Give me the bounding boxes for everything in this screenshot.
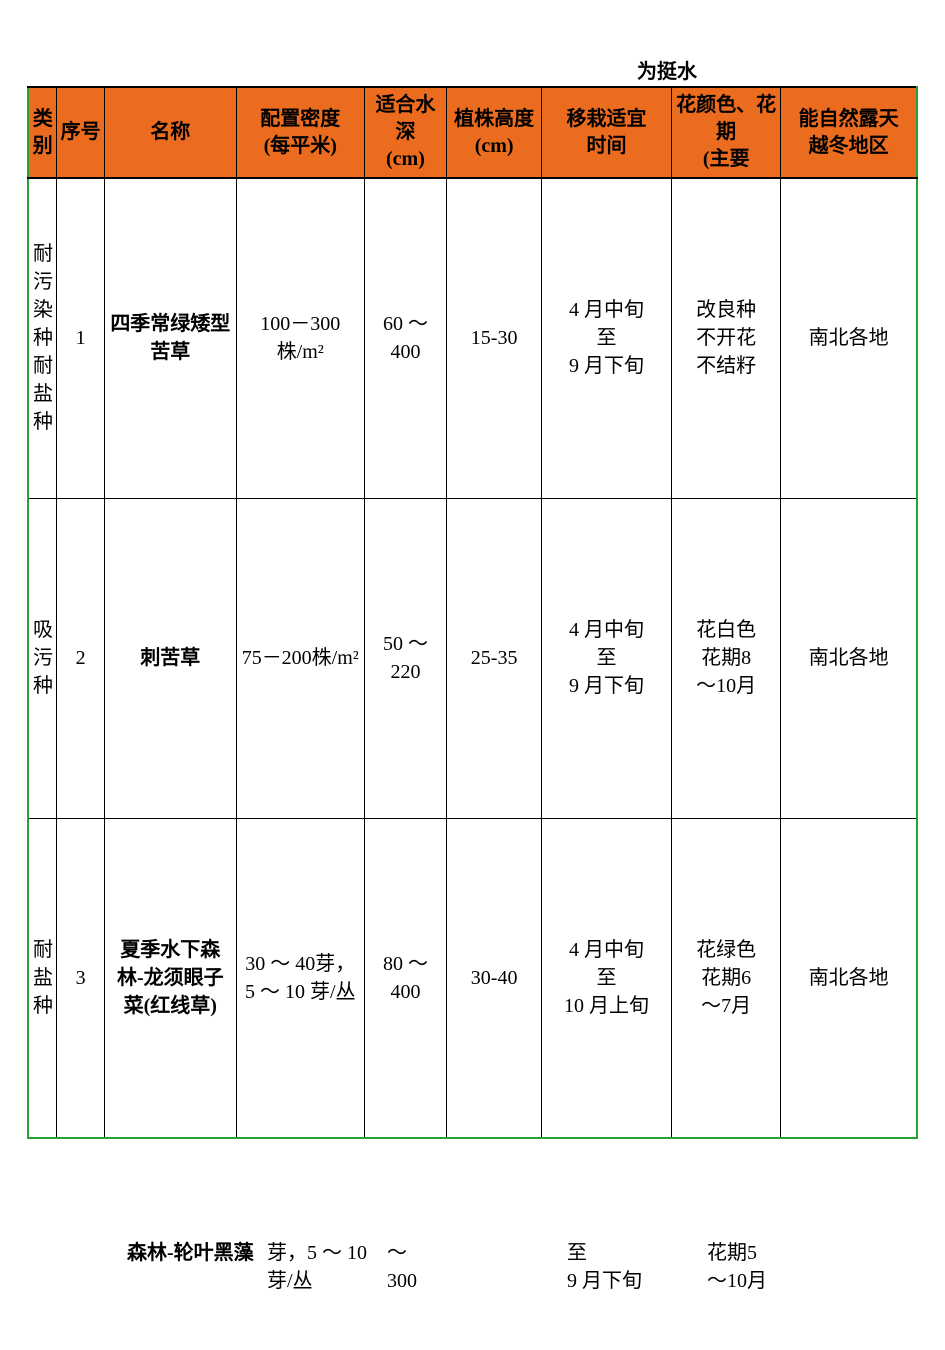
cell-cat: 耐污染种 耐盐种 xyxy=(28,178,57,498)
th-cat: 类别 xyxy=(28,87,57,178)
cell-idx: 3 xyxy=(57,818,104,1138)
cell-dens: 100－300株/m² xyxy=(236,178,364,498)
cell-height: 30-40 xyxy=(447,818,542,1138)
cell-dens: 75－200株/m² xyxy=(236,498,364,818)
th-depth: 适合水深(cm) xyxy=(364,87,447,178)
cell-region: 南北各地 xyxy=(781,498,917,818)
cell-cat: 耐盐种 xyxy=(28,818,57,1138)
table-row: 耐污染种 耐盐种 1 四季常绿矮型苦草 100－300株/m² 60 ～ 400… xyxy=(28,178,917,498)
header-row: 类别 序号 名称 配置密度(每平米) 适合水深(cm) 植株高度(cm) 移栽适… xyxy=(28,87,917,178)
th-dens: 配置密度(每平米) xyxy=(236,87,364,178)
table-row: 耐盐种 3 夏季水下森林-龙须眼子菜(红线草) 30 ～ 40芽，5 ～ 10 … xyxy=(28,818,917,1138)
header-overflow-note: 为挺水 xyxy=(27,55,918,84)
cell-time: 4 月中旬至10 月上旬 xyxy=(542,818,672,1138)
th-region: 能自然露天越冬地区 xyxy=(781,87,917,178)
footer-name: 森林-轮叶黑藻 xyxy=(127,1239,267,1295)
cell-time: 4 月中旬至9 月下旬 xyxy=(542,178,672,498)
footer-flower: 花期5～10月 xyxy=(707,1239,807,1295)
cell-idx: 1 xyxy=(57,178,104,498)
cell-flower: 花绿色花期6～7月 xyxy=(672,818,781,1138)
cell-name: 夏季水下森林-龙须眼子菜(红线草) xyxy=(104,818,236,1138)
cell-name: 四季常绿矮型苦草 xyxy=(104,178,236,498)
cell-height: 15-30 xyxy=(447,178,542,498)
cell-depth: 50 ～ 220 xyxy=(364,498,447,818)
footer-density: 芽，5 ～ 10 芽/丛 xyxy=(267,1239,387,1295)
th-height: 植株高度(cm) xyxy=(447,87,542,178)
cell-time: 4 月中旬至9 月下旬 xyxy=(542,498,672,818)
footer-time: 至9 月下旬 xyxy=(567,1239,707,1295)
footer-gap xyxy=(467,1239,567,1295)
cell-region: 南北各地 xyxy=(781,178,917,498)
cell-dens: 30 ～ 40芽，5 ～ 10 芽/丛 xyxy=(236,818,364,1138)
plants-table: 类别 序号 名称 配置密度(每平米) 适合水深(cm) 植株高度(cm) 移栽适… xyxy=(27,86,918,1139)
table-row: 吸污种 2 刺苦草 75－200株/m² 50 ～ 220 25-35 4 月中… xyxy=(28,498,917,818)
cell-height: 25-35 xyxy=(447,498,542,818)
cell-depth: 60 ～ 400 xyxy=(364,178,447,498)
cell-flower: 花白色花期8～10月 xyxy=(672,498,781,818)
cell-name: 刺苦草 xyxy=(104,498,236,818)
footer-depth: ～300 xyxy=(387,1239,467,1295)
table-body: 耐污染种 耐盐种 1 四季常绿矮型苦草 100－300株/m² 60 ～ 400… xyxy=(28,178,917,1138)
footer-fragment: 森林-轮叶黑藻 芽，5 ～ 10 芽/丛 ～300 至9 月下旬 花期5～10月 xyxy=(27,1239,918,1295)
cell-depth: 80 ～ 400 xyxy=(364,818,447,1138)
th-name: 名称 xyxy=(104,87,236,178)
cell-flower: 改良种不开花不结籽 xyxy=(672,178,781,498)
th-idx: 序号 xyxy=(57,87,104,178)
th-time: 移栽适宜时间 xyxy=(542,87,672,178)
cell-region: 南北各地 xyxy=(781,818,917,1138)
th-flower: 花颜色、花期(主要 xyxy=(672,87,781,178)
cell-cat: 吸污种 xyxy=(28,498,57,818)
cell-idx: 2 xyxy=(57,498,104,818)
